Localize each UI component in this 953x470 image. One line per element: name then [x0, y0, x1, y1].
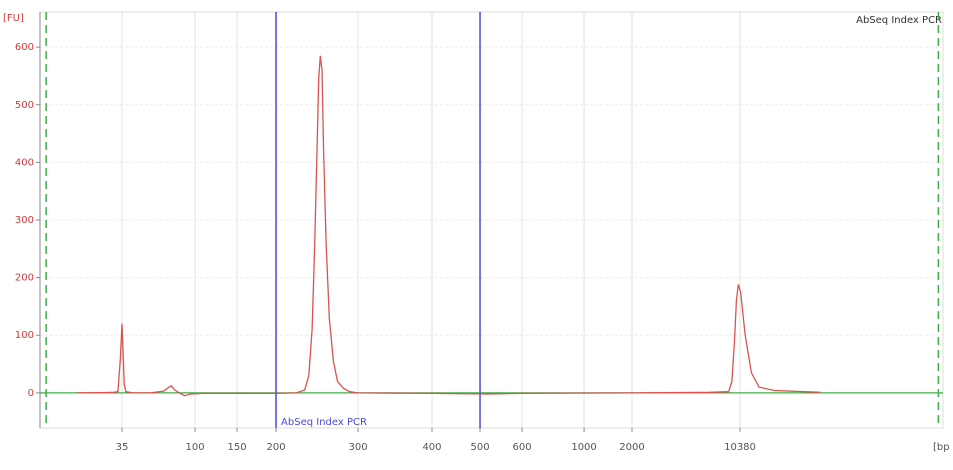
x-tick-label: 100: [185, 442, 204, 453]
x-tick-label: 400: [422, 442, 441, 453]
chart-title: AbSeq Index PCR: [856, 15, 942, 26]
y-tick-label: 0: [28, 388, 34, 399]
y-tick-label: 400: [15, 157, 34, 168]
x-tick-label: 300: [348, 442, 367, 453]
x-tick-label: 600: [512, 442, 531, 453]
y-axis-label: [FU]: [3, 13, 24, 24]
x-tick-label: 150: [227, 442, 246, 453]
x-tick-label: 200: [266, 442, 285, 453]
x-tick-label: 2000: [619, 442, 644, 453]
region-label: AbSeq Index PCR: [281, 417, 367, 428]
x-tick-label: 10380: [724, 442, 756, 453]
trace: [76, 55, 821, 397]
y-tick-label: 300: [15, 215, 34, 226]
y-tick-label: 500: [15, 100, 34, 111]
x-axis-label: [bp: [933, 442, 950, 453]
x-tick-label: 500: [470, 442, 489, 453]
y-tick-label: 100: [15, 330, 34, 341]
y-tick-label: 600: [15, 42, 34, 53]
x-tick-label: 35: [116, 442, 129, 453]
y-tick-label: 200: [15, 273, 34, 284]
x-tick-label: 1000: [571, 442, 596, 453]
